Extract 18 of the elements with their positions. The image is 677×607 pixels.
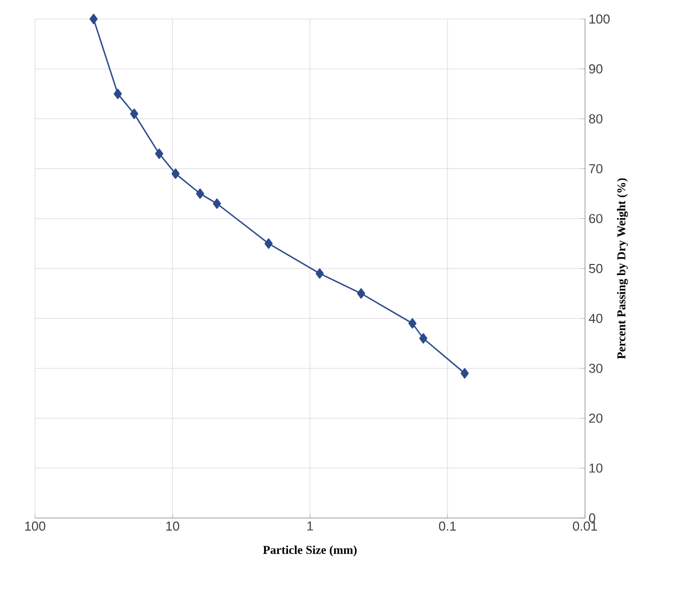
- y-tick-label: 70: [589, 164, 602, 174]
- x-tick-label: 0.01: [572, 522, 597, 531]
- y-tick-label: 0: [589, 513, 596, 523]
- y-tick-label: 50: [589, 264, 602, 274]
- y-tick-label: 20: [589, 414, 602, 423]
- y-tick-label: 30: [589, 364, 602, 373]
- y-tick-label: 60: [589, 214, 602, 224]
- x-tick-label: 0.1: [439, 522, 456, 531]
- x-tick-label: 1: [307, 522, 313, 530]
- y-tick-label: 100: [590, 14, 610, 24]
- y-tick-label: 10: [590, 464, 602, 473]
- y-tick-label: 80: [589, 114, 602, 124]
- y-axis-title: Percent Passing by Dry Weight (%): [616, 178, 628, 359]
- y-tick-label: 40: [588, 314, 602, 323]
- x-tick-label: 10: [166, 522, 180, 531]
- x-axis-title: Particle Size (mm): [263, 546, 357, 556]
- y-tick-label: 90: [589, 64, 602, 74]
- x-tick-label: 100: [25, 522, 46, 531]
